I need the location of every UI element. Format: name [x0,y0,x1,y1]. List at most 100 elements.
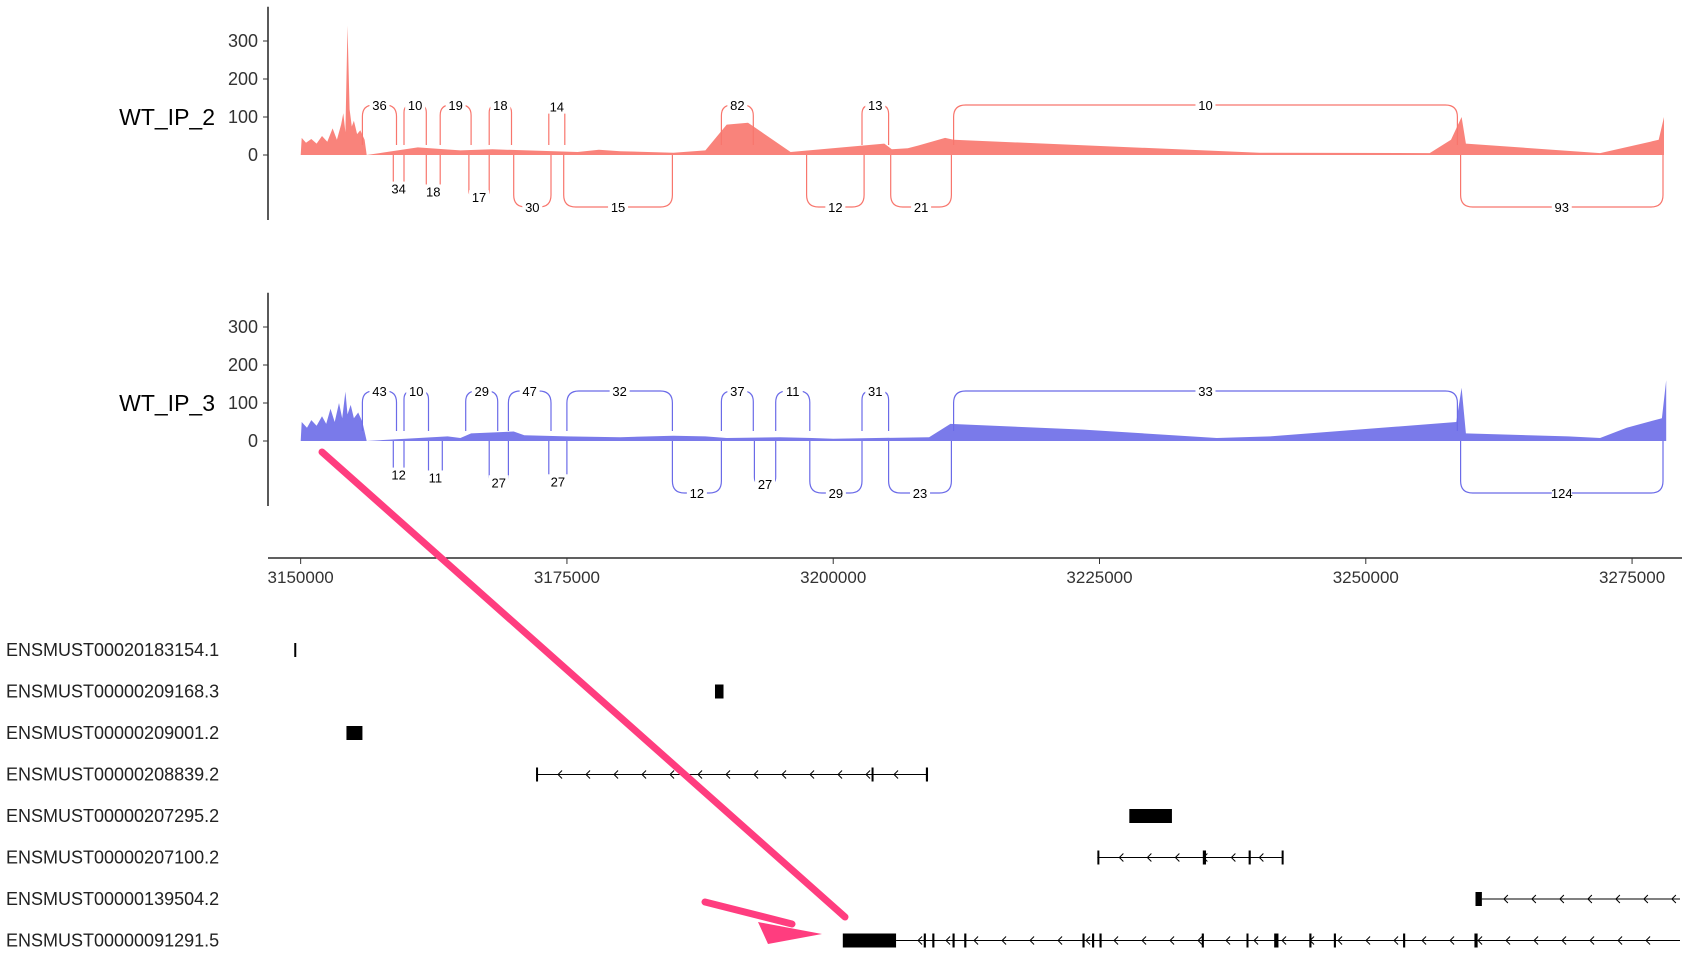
junction-label-bg [423,184,444,199]
transcript-label: ENSMUST00000209168.3 [6,682,219,702]
junction-label-bg [727,384,748,398]
junction-count-label: 12 [828,200,842,215]
exon-block [1403,933,1406,948]
x-tick-label: 3200000 [800,568,866,587]
annotation-arrow-line [318,448,849,921]
junction-count-label: 10 [1198,98,1212,113]
strand-chevron [809,770,815,779]
strand-chevron [669,770,675,779]
exon-block [925,767,929,782]
exon-block [1201,933,1204,948]
junction-label-bg [388,467,409,482]
strand-chevron [1029,936,1035,945]
transcript-track: ENSMUST00020183154.1 ENSMUST00000209168.3… [6,640,1680,951]
exon-block [1097,850,1100,865]
exon-block [1202,850,1207,865]
junction-label-bg [686,486,707,500]
annotation-arrow-tail [701,898,796,928]
exon-block [1246,933,1249,948]
junction-count-label: 29 [829,486,843,501]
junction-count-label: 10 [409,384,423,399]
strand-chevron [1281,936,1287,945]
junction-count-label: 43 [372,384,386,399]
strand-chevron [1197,936,1203,945]
coverage-area [300,380,1667,441]
strand-chevron [1587,894,1593,904]
exon-block [294,643,297,657]
y-tick-label: 0 [248,145,258,165]
junction-label-bg [608,200,629,214]
junction-count-label: 124 [1551,486,1573,501]
junction-count-label: 37 [730,384,744,399]
junction-count-label: 15 [611,200,625,215]
strand-chevron [917,936,923,945]
exon-block [1092,933,1095,948]
transcript-label: ENSMUST00000091291.5 [6,931,219,951]
exon-block [1099,933,1102,948]
strand-chevron [1174,853,1180,862]
exon-block [1475,892,1482,906]
junction-label-bg [405,98,426,112]
x-axis: 3150000 3175000 3200000 3225000 3250000 32750… [268,557,1682,587]
junction-count-label: 82 [730,98,744,113]
junction-label-bg [910,486,931,500]
strand-chevron [1393,936,1399,945]
transcript-label: ENSMUST00000139504.2 [6,889,219,909]
strand-chevron [1421,936,1427,945]
junction-label-bg [471,384,492,398]
exon-block [1274,933,1279,948]
junction-count-label: 93 [1555,200,1569,215]
transcript-label: ENSMUST00000207100.2 [6,848,219,868]
sample-label: WT_IP_2 [119,104,215,130]
transcript-label: ENSMUST00000209001.2 [6,723,219,743]
exon-block [346,726,363,740]
strand-chevron [613,770,619,779]
junction-label-bg [490,98,511,112]
strand-chevron [837,770,843,779]
x-tick-label: 3175000 [534,568,600,587]
y-tick-label: 300 [228,31,258,51]
junction-label-bg [369,98,390,112]
strand-chevron [725,770,731,779]
strand-chevron [1225,936,1231,945]
junction-label-bg [911,200,932,214]
sample-label: WT_IP_3 [119,390,215,416]
x-tick-label: 3250000 [1333,568,1399,587]
junction-count-label: 11 [786,384,800,399]
exon-block [714,684,724,699]
strand-chevron [1477,936,1483,945]
coverage-area [300,25,1665,155]
x-tick-label: 3275000 [1599,568,1665,587]
junction-count-label: 18 [426,184,440,199]
transcript-label: ENSMUST00000208839.2 [6,765,219,785]
junction-label-bg [1551,486,1572,500]
panel-wt-ip-2: 0 100 200 300 WT_IP_2 36 34 10 18 19 17 18 30 14 15 82 1… [119,6,1665,220]
junction-count-label: 36 [372,98,386,113]
strand-chevron [1561,936,1567,945]
transcript-label: ENSMUST00020183154.1 [6,640,219,660]
exon-block [952,933,955,948]
exon-block [1129,809,1172,823]
x-tick-label: 3150000 [268,568,334,587]
junction-count-label: 27 [758,477,772,492]
strand-chevron [557,770,563,779]
junction-label-bg [825,486,846,500]
exon-block [1281,850,1284,865]
y-tick-label: 100 [228,393,258,413]
exon-block [1309,933,1312,948]
exon-block [1082,933,1085,948]
junction-label-bg [519,384,540,398]
junction-count-label: 17 [472,190,486,205]
strand-chevron [1559,894,1565,904]
strand-chevron [1057,936,1063,945]
y-tick-label: 200 [228,69,258,89]
exon-block [842,933,897,948]
strand-chevron [1533,936,1539,945]
junction-label-bg [522,200,543,214]
y-tick-label: 100 [228,107,258,127]
strand-chevron [1615,894,1621,904]
strand-chevron [1531,894,1537,904]
junction-label-bg [488,475,509,490]
junction-count-label: 13 [868,98,882,113]
annotation-arrowhead [758,922,822,944]
